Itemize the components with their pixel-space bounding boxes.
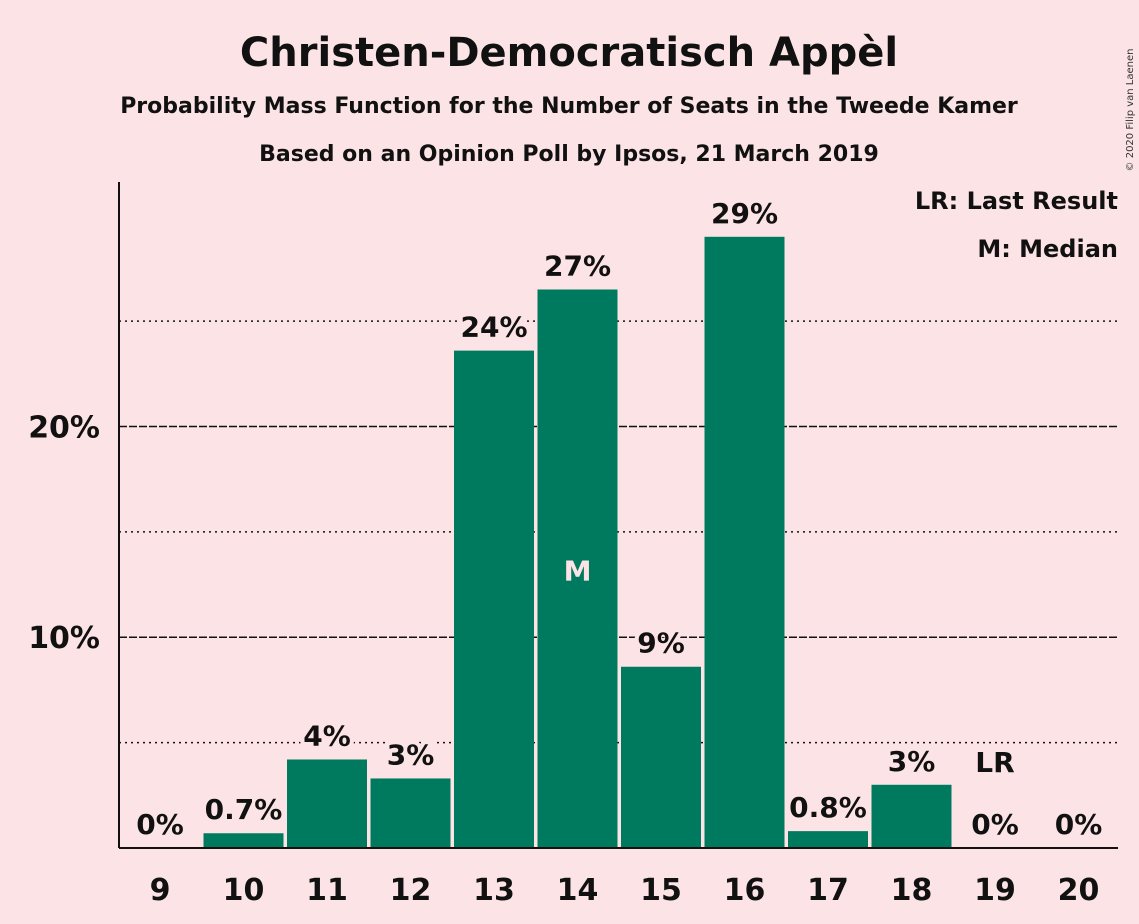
data-label: 4% <box>303 719 351 752</box>
legend-median: M: Median <box>977 235 1118 263</box>
data-label: 0% <box>136 808 184 841</box>
copyright-text: © 2020 Filip van Laenen <box>1125 49 1136 172</box>
bar-seats-18 <box>871 784 952 848</box>
median-marker: M <box>564 555 592 588</box>
x-tick-label: 14 <box>557 873 599 908</box>
data-label: 27% <box>544 249 611 282</box>
bar-seats-10 <box>203 833 284 848</box>
chart-title: Christen-Democratisch Appèl <box>240 30 898 76</box>
bar-seats-17 <box>788 831 868 848</box>
x-tick-label: 13 <box>473 873 515 908</box>
data-label: 0% <box>971 808 1019 841</box>
bar-seats-14 <box>537 289 618 849</box>
chart-subtitle-2: Based on an Opinion Poll by Ipsos, 21 Ma… <box>259 142 879 167</box>
x-tick-label: 16 <box>724 873 766 908</box>
x-tick-label: 18 <box>891 873 933 908</box>
x-tick-label: 19 <box>974 873 1016 908</box>
x-tick-label: 11 <box>306 873 348 908</box>
y-tick-label: 10% <box>28 621 100 656</box>
x-tick-label: 10 <box>223 873 265 908</box>
data-label: 0.8% <box>789 791 867 824</box>
bar-seats-16 <box>704 236 785 848</box>
x-tick-label: 12 <box>390 873 432 908</box>
data-label: 3% <box>888 745 936 778</box>
legend-last-result: LR: Last Result <box>915 187 1118 215</box>
bars <box>203 236 952 849</box>
x-tick-labels: 9 10 11 12 13 14 15 16 17 18 19 20 <box>150 873 1100 908</box>
data-label: 29% <box>711 197 778 230</box>
x-tick-label: 20 <box>1058 873 1100 908</box>
x-tick-label: 17 <box>807 873 849 908</box>
bar-seats-12 <box>370 778 451 848</box>
last-result-marker: LR <box>975 746 1014 779</box>
bar-seats-13 <box>454 350 534 848</box>
data-label: 9% <box>637 627 685 660</box>
data-label: 24% <box>460 311 527 344</box>
bar-seats-11 <box>287 759 367 848</box>
data-label: 3% <box>387 738 435 771</box>
x-tick-label: 9 <box>150 873 171 908</box>
bar-seats-15 <box>621 666 701 848</box>
data-label: 0.7% <box>205 793 283 826</box>
y-tick-labels: 10% 20% <box>28 410 100 656</box>
chart-subtitle: Probability Mass Function for the Number… <box>120 94 1018 119</box>
gridlines <box>119 320 1118 744</box>
y-tick-label: 20% <box>28 410 100 445</box>
data-labels: 0% 0.7% 4% 3% 24% 27% M 9% 29% 0.8% 3% 0% LR 0% <box>132 193 1106 845</box>
data-label: 0% <box>1055 808 1103 841</box>
x-tick-label: 15 <box>640 873 682 908</box>
